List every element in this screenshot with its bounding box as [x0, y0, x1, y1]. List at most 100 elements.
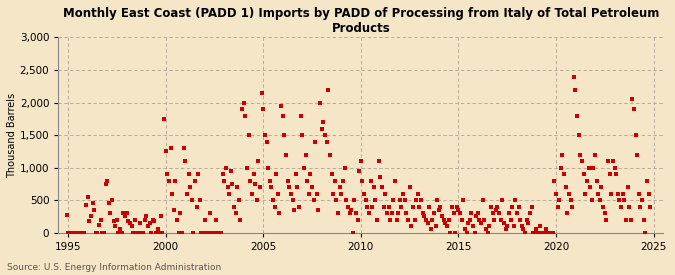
Point — [537, 230, 548, 235]
Point — [111, 217, 122, 222]
Point — [385, 217, 396, 222]
Point — [199, 217, 210, 222]
Point — [277, 113, 288, 118]
Point — [429, 211, 439, 215]
Point — [476, 221, 487, 225]
Point — [575, 152, 586, 157]
Point — [286, 191, 296, 196]
Point — [410, 198, 421, 202]
Point — [356, 159, 367, 163]
Point — [221, 165, 232, 170]
Point — [118, 211, 129, 215]
Point — [254, 185, 265, 189]
Y-axis label: Thousand Barrels: Thousand Barrels — [7, 92, 17, 178]
Point — [464, 217, 475, 222]
Point — [79, 230, 90, 235]
Point — [71, 230, 82, 235]
Point — [526, 204, 537, 209]
Point — [342, 204, 353, 209]
Point — [61, 213, 72, 217]
Point — [551, 191, 562, 196]
Point — [338, 178, 348, 183]
Point — [144, 221, 155, 225]
Point — [599, 211, 610, 215]
Point — [536, 230, 547, 235]
Point — [544, 230, 555, 235]
Point — [445, 230, 456, 235]
Point — [497, 198, 508, 202]
Point — [326, 172, 337, 176]
Point — [312, 191, 323, 196]
Point — [122, 211, 132, 215]
Point — [68, 230, 78, 235]
Point — [107, 198, 117, 202]
Point — [69, 230, 80, 235]
Point — [86, 214, 97, 218]
Point — [169, 208, 180, 212]
Point — [266, 185, 277, 189]
Point — [471, 214, 482, 218]
Point — [344, 211, 355, 215]
Point — [170, 178, 181, 183]
Point — [349, 198, 360, 202]
Point — [267, 198, 278, 202]
Point — [105, 211, 116, 215]
Point — [400, 198, 410, 202]
Point — [422, 221, 433, 225]
Point — [306, 185, 317, 189]
Point — [614, 198, 625, 202]
Point — [250, 182, 261, 186]
Point — [637, 198, 647, 202]
Point — [108, 219, 119, 223]
Point — [513, 204, 524, 209]
Point — [88, 208, 99, 212]
Point — [381, 211, 392, 215]
Point — [234, 198, 244, 202]
Point — [313, 208, 324, 212]
Point — [198, 230, 209, 235]
Point — [443, 217, 454, 222]
Point — [430, 224, 441, 228]
Point — [81, 202, 92, 207]
Point — [341, 198, 352, 202]
Point — [482, 230, 493, 235]
Point — [103, 201, 114, 205]
Point — [142, 224, 153, 228]
Point — [152, 227, 163, 232]
Point — [560, 185, 571, 189]
Point — [639, 217, 649, 222]
Point — [141, 214, 152, 218]
Point — [533, 230, 543, 235]
Point — [406, 224, 416, 228]
Point — [294, 204, 304, 209]
Point — [598, 204, 609, 209]
Point — [110, 224, 121, 228]
Point — [230, 211, 241, 215]
Point — [206, 230, 217, 235]
Point — [346, 208, 356, 212]
Point — [440, 221, 451, 225]
Point — [383, 204, 394, 209]
Point — [627, 97, 638, 101]
Point — [113, 230, 124, 235]
Point — [375, 175, 385, 180]
Point — [261, 139, 272, 144]
Point — [612, 191, 623, 196]
Point — [240, 113, 250, 118]
Point — [545, 230, 556, 235]
Point — [317, 126, 327, 131]
Point — [520, 230, 531, 235]
Point — [136, 230, 146, 235]
Point — [146, 230, 157, 235]
Point — [76, 230, 86, 235]
Point — [529, 230, 540, 235]
Point — [609, 165, 620, 170]
Point — [78, 230, 88, 235]
Point — [438, 217, 449, 222]
Point — [97, 230, 108, 235]
Point — [635, 204, 646, 209]
Point — [435, 204, 446, 209]
Point — [302, 178, 313, 183]
Point — [243, 133, 254, 137]
Point — [419, 214, 430, 218]
